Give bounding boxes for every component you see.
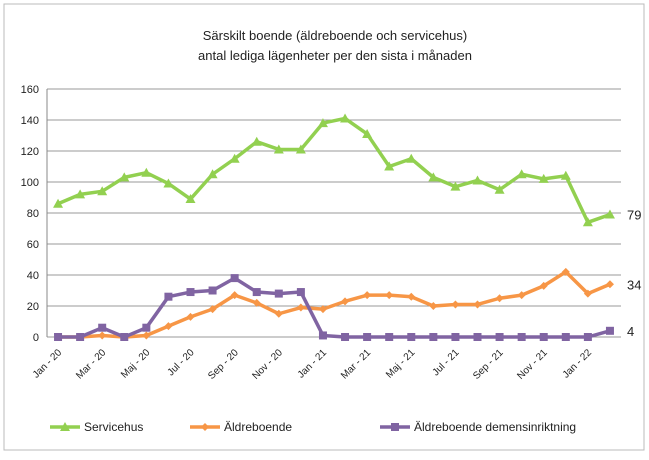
marker [273, 144, 284, 154]
marker [295, 144, 306, 154]
marker [517, 291, 526, 300]
marker [429, 302, 438, 310]
y-tick-label: 80 [27, 208, 39, 220]
marker [385, 333, 394, 341]
marker [363, 333, 372, 341]
marker [98, 323, 107, 332]
marker [274, 289, 283, 298]
y-tick-label: 100 [21, 177, 39, 189]
marker [428, 172, 439, 182]
marker [318, 331, 327, 340]
data-label: 34 [627, 277, 641, 292]
marker [97, 186, 108, 196]
marker [495, 333, 504, 341]
legend-label: Äldreboende demensinriktning [414, 420, 576, 434]
marker [230, 291, 239, 300]
marker [142, 323, 151, 332]
marker [252, 288, 261, 297]
marker [340, 113, 351, 123]
marker [208, 286, 217, 295]
chart-subtitle: antal lediga lägenheter per den sista i … [198, 48, 472, 63]
marker [296, 288, 305, 297]
data-label: 79 [627, 208, 641, 223]
marker [164, 322, 173, 331]
y-tick-label: 120 [21, 146, 39, 158]
marker [391, 423, 399, 431]
marker [60, 422, 70, 431]
data-label: 4 [627, 324, 634, 339]
marker [538, 173, 549, 183]
marker [317, 118, 328, 128]
marker [384, 161, 395, 171]
series-line [58, 270, 611, 339]
marker [517, 333, 526, 341]
marker [252, 298, 261, 307]
y-tick-label: 140 [21, 115, 39, 127]
marker [185, 194, 196, 204]
marker [539, 333, 548, 341]
marker [583, 289, 592, 298]
marker [605, 280, 614, 289]
marker [362, 128, 373, 138]
marker [76, 333, 85, 341]
marker [229, 153, 240, 163]
marker [75, 189, 86, 199]
marker [318, 305, 327, 314]
y-tick-label: 40 [27, 270, 39, 282]
marker [186, 288, 195, 297]
y-tick-label: 20 [27, 301, 39, 313]
marker [561, 333, 570, 341]
marker [141, 167, 152, 177]
y-tick-label: 0 [33, 332, 39, 344]
marker [561, 267, 570, 276]
marker [472, 175, 483, 185]
marker [164, 292, 173, 301]
marker [274, 309, 283, 318]
marker [98, 331, 107, 340]
marker [119, 172, 130, 182]
marker [494, 184, 505, 194]
marker [516, 169, 527, 179]
marker [407, 292, 416, 301]
marker [560, 170, 571, 180]
chart-frame [3, 3, 645, 451]
marker [142, 331, 151, 340]
marker [451, 333, 460, 341]
chart-title: Särskilt boende (äldreboende och service… [203, 28, 468, 43]
y-tick-label: 60 [27, 239, 39, 251]
marker [296, 303, 305, 312]
marker [54, 333, 63, 341]
marker [385, 291, 394, 300]
marker [429, 333, 438, 341]
marker [201, 423, 209, 431]
marker [406, 153, 417, 163]
marker [186, 312, 195, 321]
marker [495, 294, 504, 303]
legend-label: Servicehus [84, 420, 143, 434]
marker [363, 291, 372, 300]
marker [582, 217, 593, 227]
marker [473, 333, 482, 341]
marker [450, 181, 461, 191]
legend-label: Äldreboende [224, 420, 292, 434]
marker [120, 333, 129, 341]
marker [163, 178, 174, 188]
marker [53, 198, 64, 208]
marker [207, 169, 218, 179]
marker [407, 333, 416, 341]
marker [451, 300, 460, 309]
marker [230, 274, 239, 283]
marker [473, 300, 482, 309]
marker [583, 333, 592, 341]
marker [341, 297, 350, 306]
marker [251, 136, 262, 146]
marker [208, 305, 217, 314]
marker [539, 281, 548, 290]
marker [605, 326, 614, 335]
marker [341, 333, 350, 341]
marker [604, 209, 615, 219]
y-tick-label: 160 [21, 84, 39, 96]
